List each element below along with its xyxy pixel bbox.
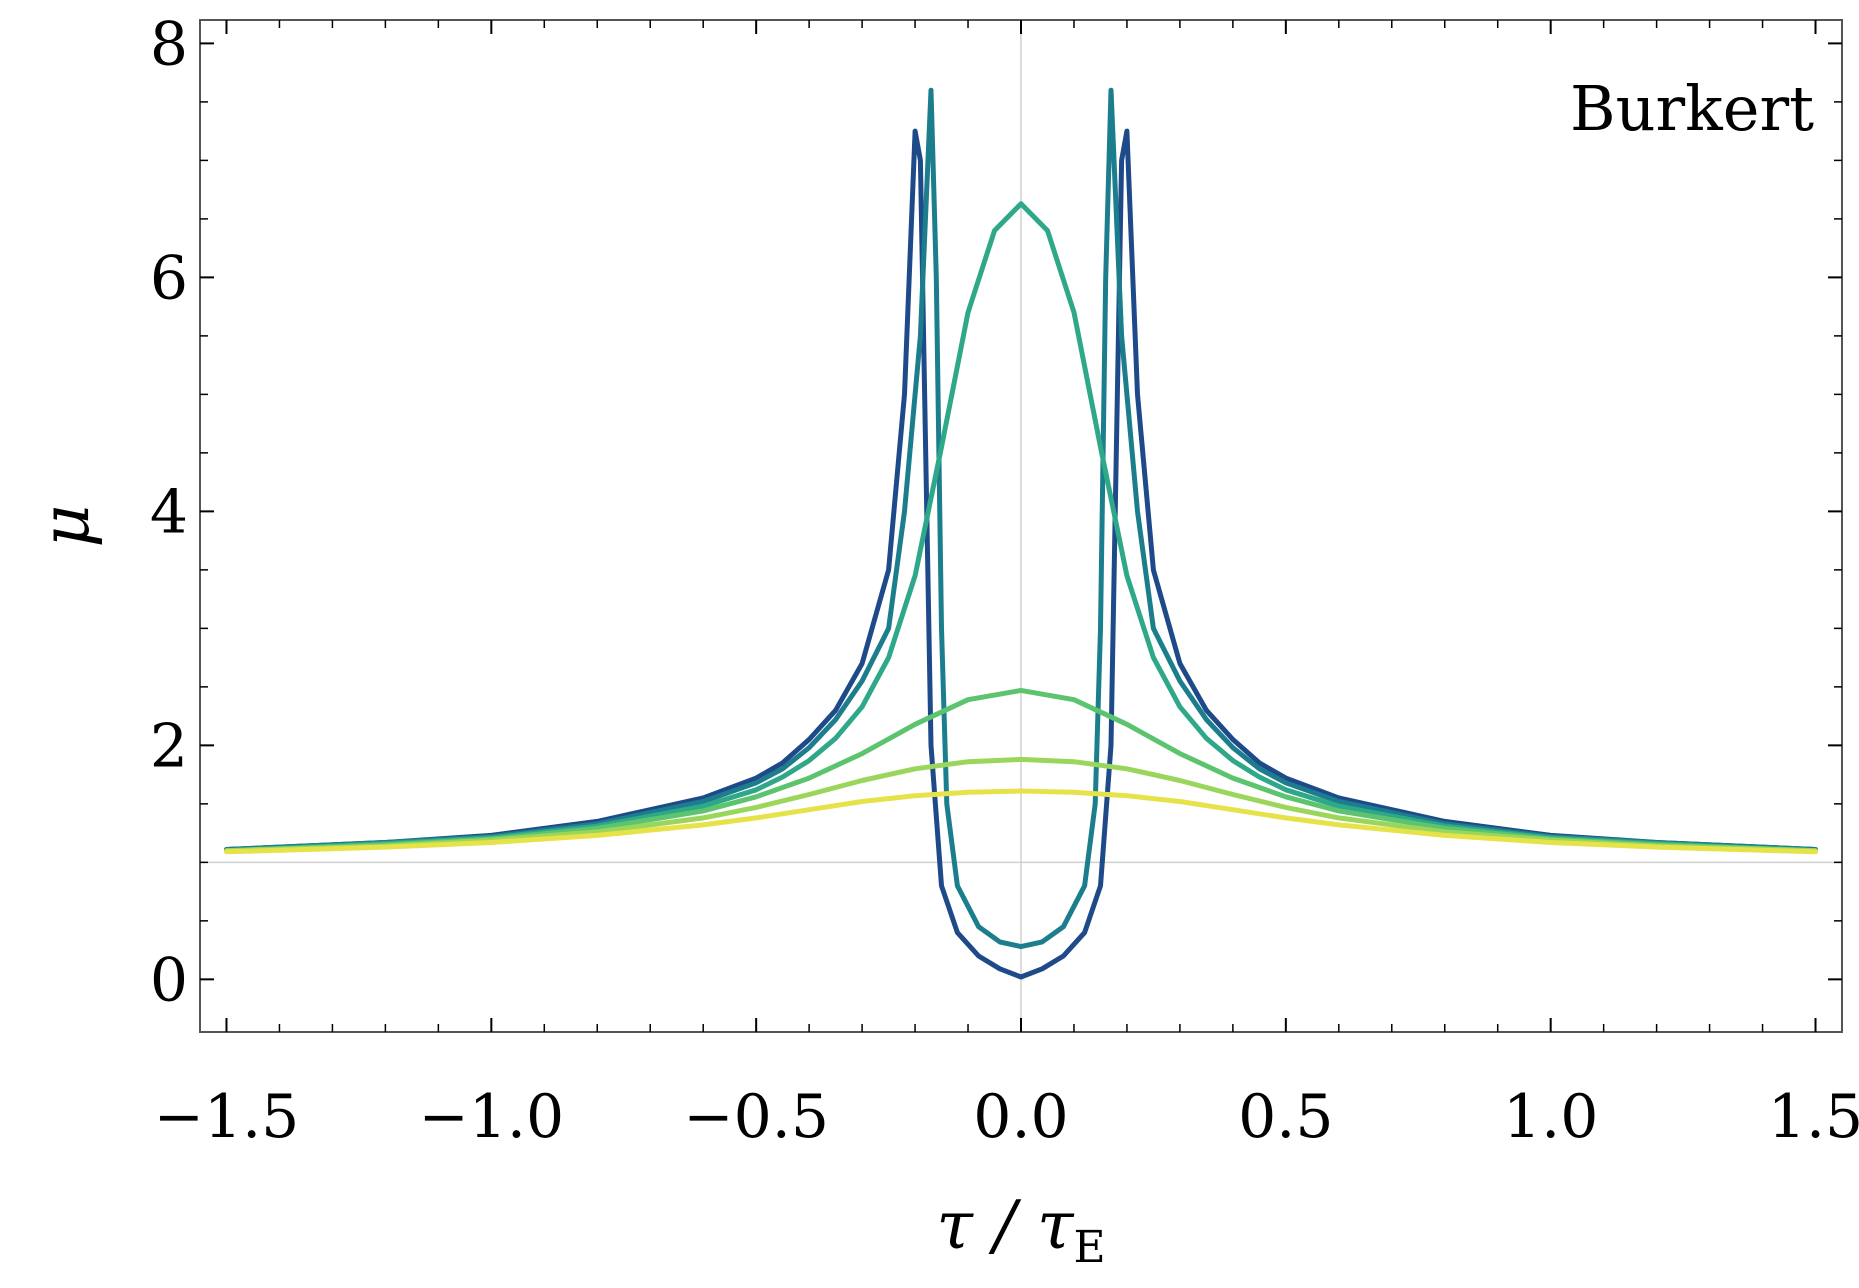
y-tick-label: 2: [150, 711, 188, 781]
series-line-6: [224, 788, 1818, 855]
y-tick-label: 4: [150, 477, 188, 547]
x-tick-label: 1.0: [1503, 1082, 1598, 1152]
y-tick-label: 0: [150, 945, 188, 1015]
ticks-layer: [200, 20, 1842, 1032]
series-line-3: [224, 201, 1818, 854]
y-axis-title-group: μ: [27, 505, 104, 548]
x-tick-label: 0.5: [1238, 1082, 1333, 1152]
series-line-4: [224, 687, 1818, 854]
x-tick-label: −0.5: [683, 1082, 829, 1152]
x-axis-title: τ / τE: [936, 1187, 1105, 1273]
chart-annotation: Burkert: [1570, 72, 1814, 145]
x-tick-label: 1.5: [1768, 1082, 1859, 1152]
tick-labels-layer: −1.5 −1.0 −0.5 0.0 0.5 1.0 1.5 0 2 4 6 8: [150, 9, 1859, 1152]
series-line-2: [224, 87, 1818, 950]
y-tick-label: 6: [150, 243, 188, 313]
series-line-1: [224, 128, 1818, 980]
y-tick-label: 8: [150, 9, 188, 79]
x-axis-title-main: τ / τ: [936, 1187, 1075, 1264]
reference-lines: [200, 20, 1842, 1032]
y-axis-title: μ: [27, 505, 104, 548]
x-tick-label: −1.5: [154, 1082, 300, 1152]
series-line-5: [224, 756, 1818, 854]
series-layer: [224, 87, 1818, 980]
x-tick-label: −1.0: [418, 1082, 564, 1152]
x-tick-label: 0.0: [973, 1082, 1068, 1152]
x-axis-title-subscript: E: [1074, 1222, 1106, 1273]
